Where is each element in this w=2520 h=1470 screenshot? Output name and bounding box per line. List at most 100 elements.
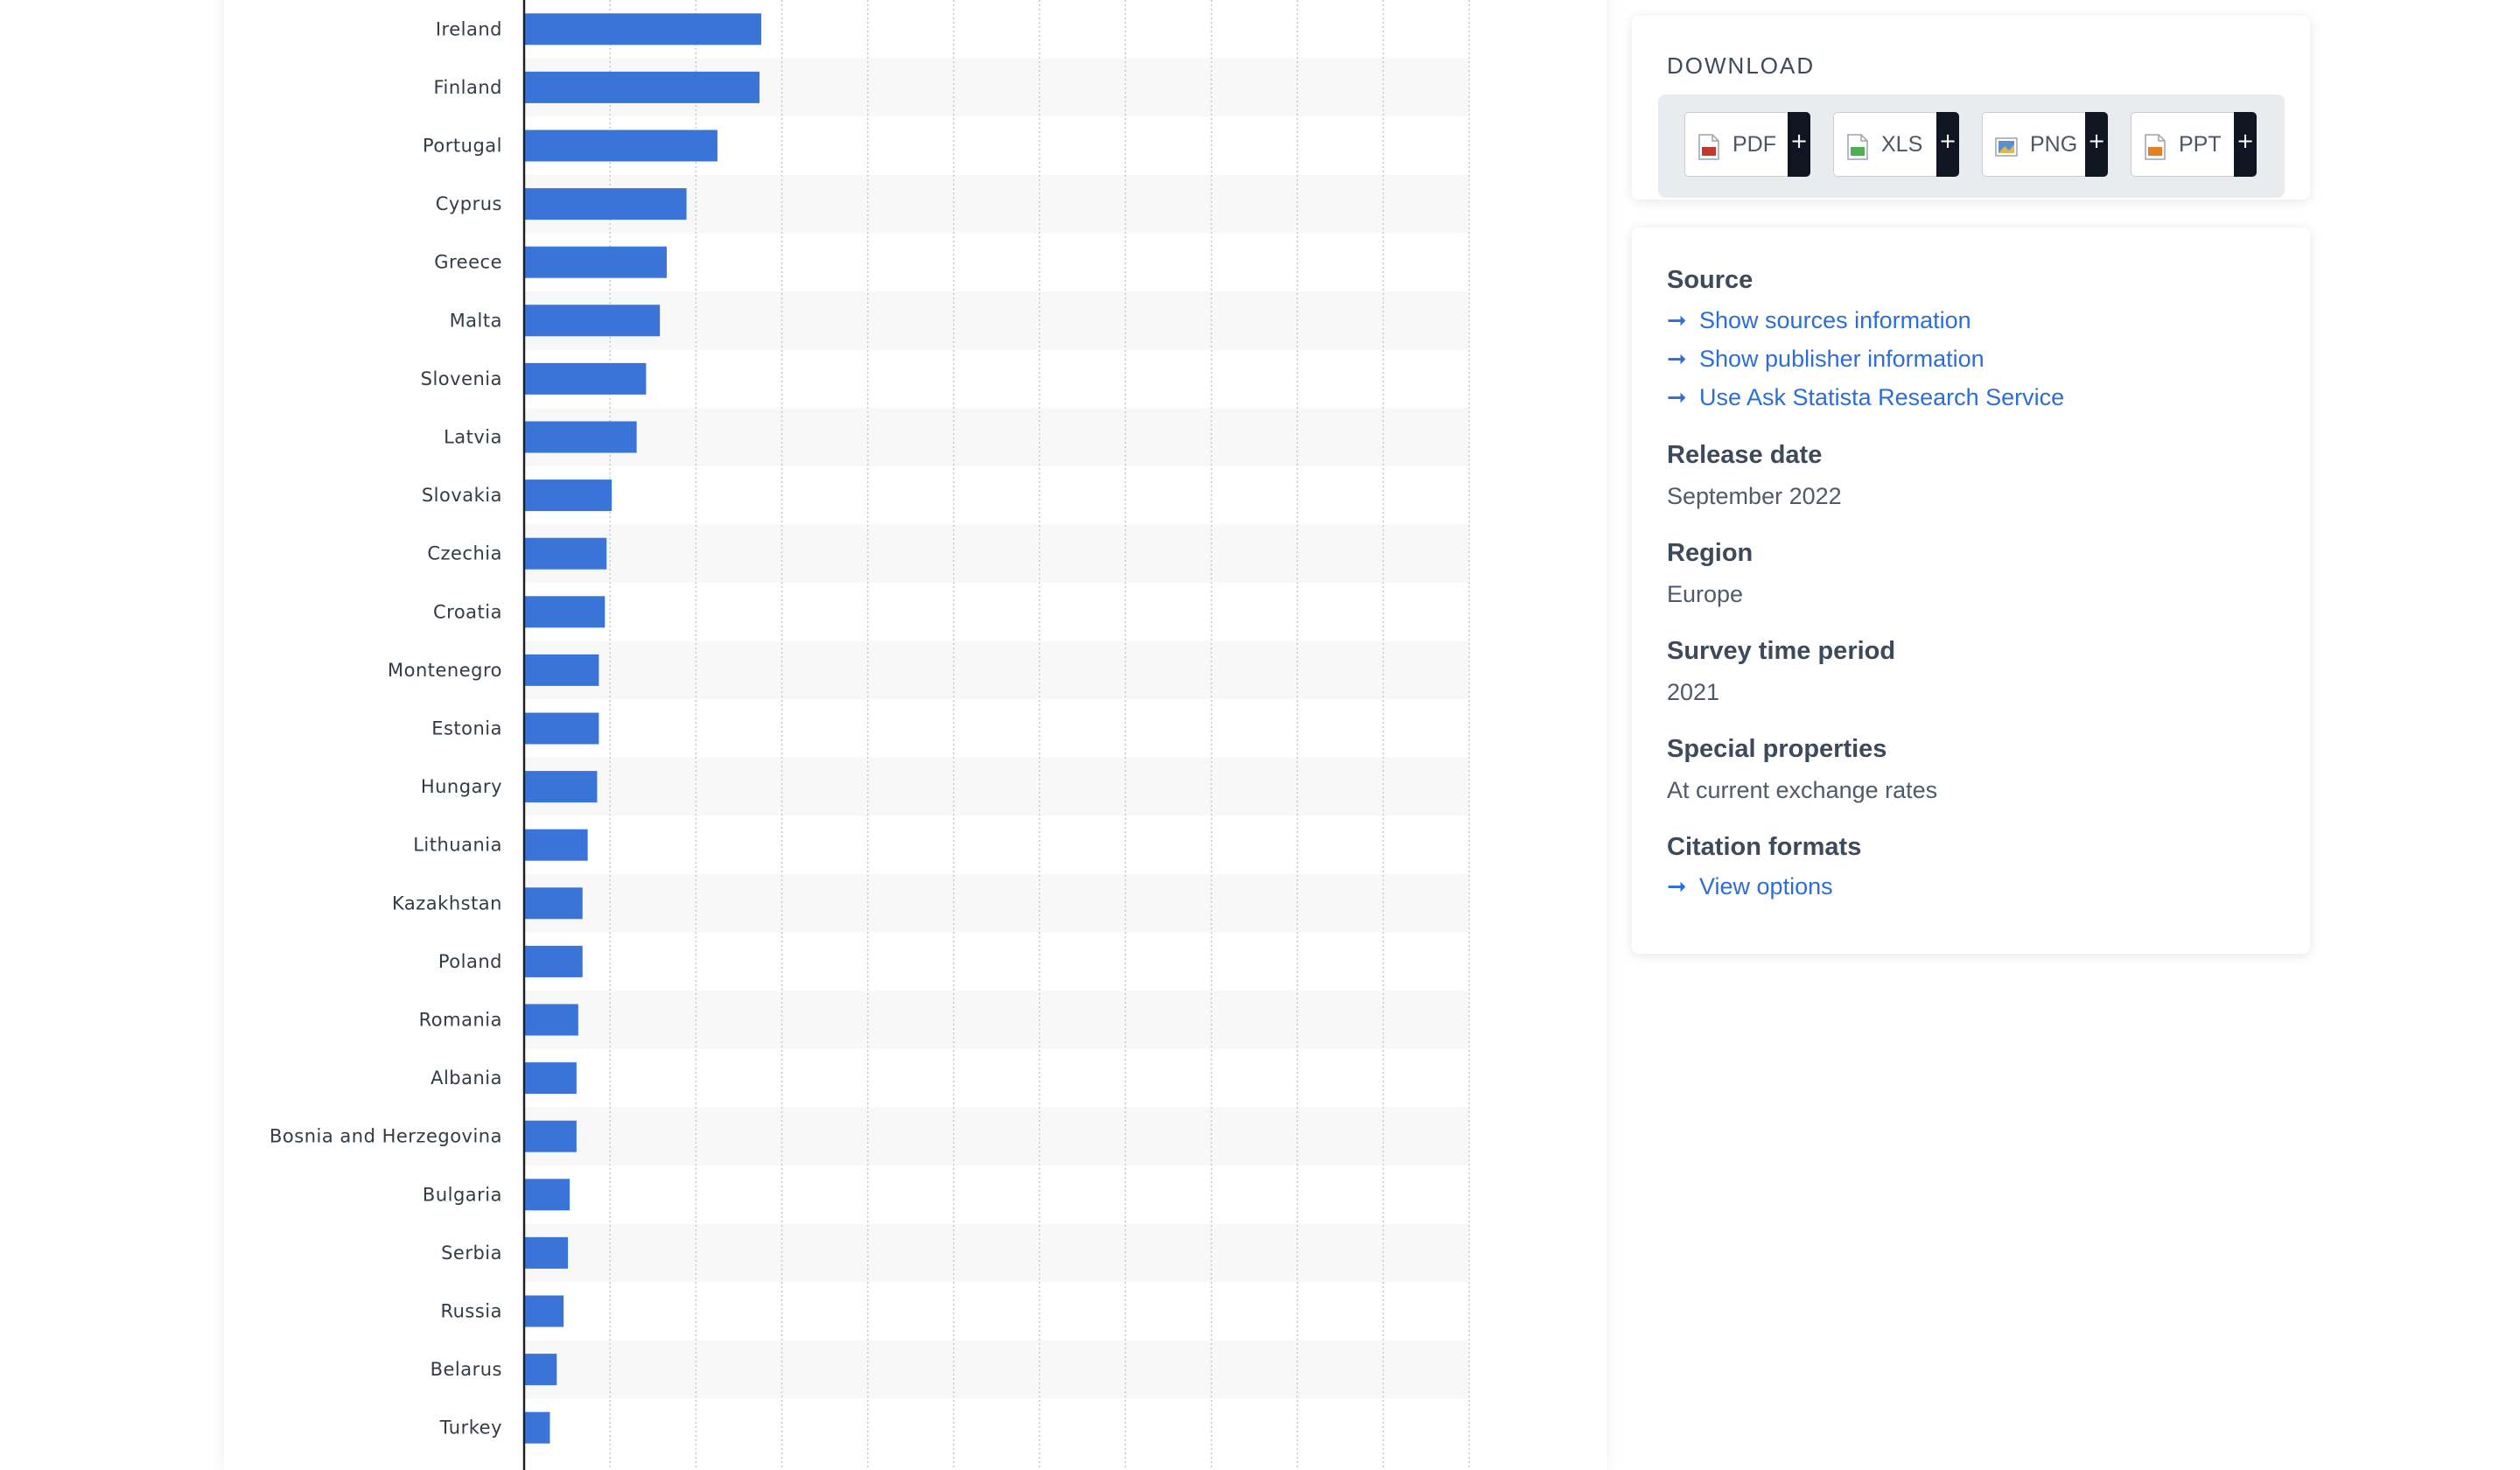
category-label: Slovenia	[421, 368, 502, 389]
row-band	[524, 990, 1469, 1049]
region-value: Europe	[1667, 581, 1744, 607]
show-publisher-label: Show publisher information	[1699, 346, 1984, 372]
category-label: Bulgaria	[423, 1184, 502, 1205]
category-label: Kazakhstan	[392, 892, 502, 914]
download-png-label: PNG	[2030, 132, 2078, 157]
category-label: Montenegro	[388, 660, 502, 681]
download-toolbar: PDF + XLS + PNG +	[1658, 94, 2285, 198]
bar[interactable]	[524, 1236, 569, 1269]
download-pdf-label: PDF	[1732, 132, 1776, 157]
special-properties-value: At current exchange rates	[1667, 777, 1938, 803]
row-band	[524, 1107, 1469, 1166]
download-ppt-button[interactable]: PPT +	[2131, 112, 2257, 177]
category-label: Hungary	[421, 776, 502, 797]
bar[interactable]	[524, 945, 583, 977]
bar-chart: Ireland Finland Portugal Cyprus Greece Malta S…	[270, 0, 1470, 1470]
survey-period-heading: Survey time period	[1667, 637, 1896, 665]
view-options-label: View options	[1699, 873, 1833, 900]
research-service-label: Use Ask Statista Research Service	[1699, 384, 2065, 410]
bar[interactable]	[524, 1295, 564, 1327]
category-label: Romania	[419, 1010, 502, 1031]
category-label: Finland	[433, 77, 502, 98]
bar[interactable]	[524, 1411, 550, 1444]
bar[interactable]	[524, 654, 599, 686]
show-sources-label: Show sources information	[1699, 307, 1971, 333]
bar[interactable]	[524, 1179, 570, 1211]
view-options-link[interactable]: ➞ View options	[1667, 873, 1833, 900]
category-label: Latvia	[444, 427, 502, 448]
bar[interactable]	[524, 1354, 557, 1386]
bar[interactable]	[524, 362, 647, 395]
bar[interactable]	[524, 421, 637, 453]
bar[interactable]	[524, 829, 588, 861]
arrow-right-icon: ➞	[1667, 873, 1687, 900]
bar[interactable]	[524, 537, 607, 570]
bar[interactable]	[524, 188, 687, 220]
special-properties-heading: Special properties	[1667, 735, 1887, 763]
row-band	[524, 874, 1469, 933]
plus-icon[interactable]: +	[2234, 112, 2257, 177]
bar[interactable]	[524, 246, 667, 278]
category-label: Estonia	[431, 718, 502, 739]
source-heading: Source	[1667, 266, 1754, 294]
arrow-right-icon: ➞	[1667, 307, 1687, 333]
bar[interactable]	[524, 130, 718, 162]
row-band	[524, 291, 1469, 350]
bar[interactable]	[524, 712, 599, 745]
category-label: Croatia	[433, 601, 502, 622]
category-label: Malta	[450, 310, 502, 331]
category-label: Lithuania	[413, 835, 502, 856]
bar[interactable]	[524, 1062, 577, 1095]
category-label: Czechia	[427, 543, 502, 564]
row-band	[524, 757, 1469, 816]
download-pdf-button[interactable]: PDF +	[1684, 112, 1810, 177]
row-band	[524, 640, 1469, 700]
survey-period-value: 2021	[1667, 679, 1720, 705]
bar[interactable]	[524, 480, 612, 512]
download-png-button[interactable]: PNG +	[1982, 112, 2108, 177]
plus-icon[interactable]: +	[1788, 112, 1810, 177]
ppt-file-icon	[2145, 134, 2166, 160]
release-date-heading: Release date	[1667, 441, 1823, 469]
category-label: Belarus	[430, 1359, 502, 1380]
row-band	[524, 1223, 1469, 1283]
arrow-right-icon: ➞	[1667, 346, 1687, 372]
category-label: Russia	[440, 1301, 502, 1322]
bar[interactable]	[524, 887, 583, 920]
category-label: Greece	[434, 252, 502, 273]
download-panel: DOWNLOAD PDF + XLS +	[1632, 16, 2310, 200]
category-label: Cyprus	[436, 193, 502, 214]
arrow-right-icon: ➞	[1667, 384, 1687, 410]
region-heading: Region	[1667, 539, 1754, 567]
plus-icon[interactable]: +	[1936, 112, 1959, 177]
xls-file-icon	[1847, 134, 1868, 160]
bar[interactable]	[524, 304, 661, 337]
bar[interactable]	[524, 13, 761, 46]
download-title: DOWNLOAD	[1667, 52, 1816, 79]
bar[interactable]	[524, 71, 760, 103]
bar[interactable]	[524, 1004, 578, 1036]
show-publisher-link[interactable]: ➞ Show publisher information	[1667, 346, 1984, 373]
png-file-icon	[1995, 137, 2018, 157]
category-label: Bosnia and Herzegovina	[270, 1126, 502, 1147]
bar[interactable]	[524, 1120, 577, 1152]
citation-formats-heading: Citation formats	[1667, 833, 1862, 861]
category-label: Turkey	[439, 1418, 502, 1438]
statistic-details-panel: Source ➞ Show sources information ➞ Show p…	[1632, 228, 2310, 954]
row-band	[524, 1340, 1469, 1399]
plus-icon[interactable]: +	[2085, 112, 2108, 177]
download-xls-button[interactable]: XLS +	[1833, 112, 1959, 177]
download-ppt-label: PPT	[2179, 132, 2222, 157]
bar[interactable]	[524, 771, 598, 803]
category-label: Albania	[430, 1068, 502, 1088]
research-service-link[interactable]: ➞ Use Ask Statista Research Service	[1667, 384, 2064, 411]
chart-card: Ireland Finland Portugal Cyprus Greece Malta S…	[224, 0, 1606, 1470]
row-band	[524, 408, 1469, 466]
category-label: Serbia	[441, 1242, 502, 1264]
row-band	[524, 524, 1469, 583]
release-date-value: September 2022	[1667, 483, 1842, 509]
category-label: Slovakia	[422, 485, 502, 506]
show-sources-link[interactable]: ➞ Show sources information	[1667, 307, 1971, 334]
category-label: Poland	[438, 951, 502, 972]
bar[interactable]	[524, 596, 606, 628]
